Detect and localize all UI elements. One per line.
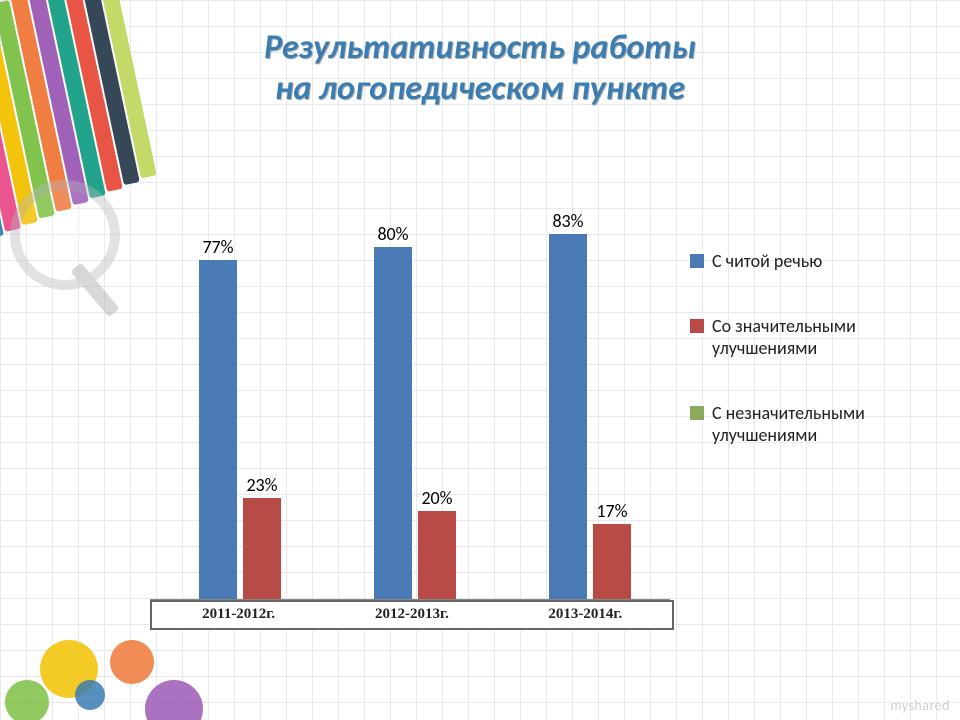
plot-area: 77%23%80%20%83%17% [150,159,670,600]
magnifier-icon [10,180,130,300]
x-axis-label: 2011-2012г. [152,602,325,628]
paint-blob-decor [110,640,154,684]
bar: 83% [549,234,587,599]
legend-item: С незначительными улучшениями [690,402,930,447]
paint-blob-decor [145,680,203,720]
paint-blob-decor [75,680,105,710]
bar: 80% [374,247,412,599]
bar-value-label: 23% [246,474,277,496]
bar-group: 83%17% [530,234,650,599]
legend-label: Со значительными улучшениями [712,315,930,360]
x-axis-label: 2012-2013г. [325,602,498,628]
legend-swatch [690,406,704,420]
bar: 17% [593,524,631,599]
bar-value-label: 20% [421,487,452,509]
slide: Результативность работы на логопедическо… [0,0,960,720]
bar: 20% [418,511,456,599]
x-axis: 2011-2012г.2012-2013г.2013-2014г. [150,600,674,630]
bar-value-label: 80% [377,223,408,245]
bar: 77% [199,260,237,599]
legend-label: С незначительными улучшениями [712,402,930,447]
legend-item: С читой речью [690,250,930,273]
x-axis-label: 2013-2014г. [499,602,672,628]
slide-title: Результативность работы на логопедическо… [0,28,960,110]
legend-swatch [690,254,704,268]
bar-value-label: 17% [596,500,627,522]
bar-group: 77%23% [180,260,300,599]
legend: С читой речью Со значительными улучшениям… [690,250,930,489]
paint-blob-decor [5,680,49,720]
title-line-1: Результативность работы [264,27,696,68]
bar-value-label: 77% [202,236,233,258]
bar-group: 80%20% [355,247,475,599]
bar: 23% [243,498,281,599]
bar-value-label: 83% [552,210,583,232]
bar-chart: 77%23%80%20%83%17% 2011-2012г.2012-2013г… [150,160,670,630]
legend-swatch [690,319,704,333]
title-line-2: на логопедическом пункте [275,68,685,109]
watermark: myshared [890,697,950,714]
legend-label: С читой речью [712,250,822,273]
legend-item: Со значительными улучшениями [690,315,930,360]
